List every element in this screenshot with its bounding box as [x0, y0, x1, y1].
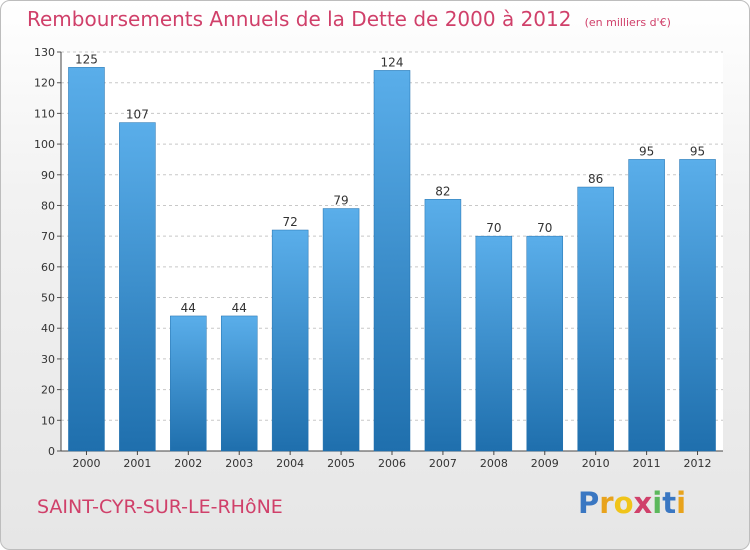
x-tick-label: 2009: [531, 457, 559, 470]
x-tick-label: 2000: [72, 457, 100, 470]
y-tick-label: 90: [41, 169, 55, 182]
y-tick-label: 40: [41, 322, 55, 335]
bar: [119, 122, 156, 452]
data-label: 70: [537, 221, 552, 235]
y-tick-label: 130: [34, 46, 55, 59]
x-tick-label: 2002: [174, 457, 202, 470]
y-tick-label: 100: [34, 138, 55, 151]
x-tick-label: 2005: [327, 457, 355, 470]
data-label: 95: [690, 144, 705, 158]
logo-letter: x: [633, 486, 653, 520]
x-tick-label: 2011: [633, 457, 661, 470]
data-label: 70: [486, 221, 501, 235]
data-label: 107: [126, 108, 149, 122]
y-tick-label: 10: [41, 414, 55, 427]
y-tick-label: 0: [48, 445, 55, 458]
bar: [220, 315, 258, 452]
title-row: Remboursements Annuels de la Dette de 20…: [27, 7, 671, 31]
commune-name: SAINT-CYR-SUR-LE-RHôNE: [37, 496, 283, 518]
data-label: 82: [435, 184, 450, 198]
x-tick-label: 2010: [582, 457, 610, 470]
x-tick-label: 2008: [480, 457, 508, 470]
x-tick-label: 2006: [378, 457, 406, 470]
x-tick-label: 2003: [225, 457, 253, 470]
chart-title: Remboursements Annuels de la Dette de 20…: [27, 7, 572, 31]
logo-letter: i: [652, 486, 663, 520]
bar: [526, 235, 564, 452]
logo-letter: i: [676, 486, 687, 520]
data-label: 124: [381, 55, 404, 69]
y-tick-label: 70: [41, 230, 55, 243]
y-tick-label: 50: [41, 292, 55, 305]
data-label: 79: [333, 194, 348, 208]
bar: [373, 70, 411, 452]
bar: [679, 159, 716, 452]
data-label: 86: [588, 172, 603, 186]
y-tick-label: 30: [41, 353, 55, 366]
proxiti-logo: Proxiti: [578, 486, 686, 520]
x-tick-label: 2001: [123, 457, 151, 470]
data-label: 72: [283, 215, 298, 229]
bar: [322, 208, 360, 452]
x-tick-label: 2004: [276, 457, 304, 470]
logo-letter: r: [599, 486, 614, 520]
x-tick-label: 2007: [429, 457, 457, 470]
y-tick-label: 20: [41, 384, 55, 397]
bar: [424, 199, 462, 452]
y-tick-label: 80: [41, 199, 55, 212]
logo-letter: P: [578, 486, 600, 520]
y-tick-label: 120: [34, 77, 55, 90]
bar: [68, 67, 105, 452]
y-tick-label: 110: [34, 107, 55, 120]
bar: [271, 229, 309, 452]
bar: [170, 315, 207, 452]
data-label: 44: [181, 301, 196, 315]
bar: [577, 186, 614, 452]
bar: [475, 235, 513, 452]
y-tick-label: 60: [41, 261, 55, 274]
data-label: 95: [639, 144, 654, 158]
data-label: 125: [75, 52, 98, 66]
chart-subtitle: (en milliers d'€): [584, 16, 671, 29]
logo-letter: t: [662, 486, 677, 520]
bar: [628, 159, 665, 452]
x-tick-label: 2012: [684, 457, 712, 470]
logo-letter: o: [613, 486, 634, 520]
data-label: 44: [232, 301, 247, 315]
